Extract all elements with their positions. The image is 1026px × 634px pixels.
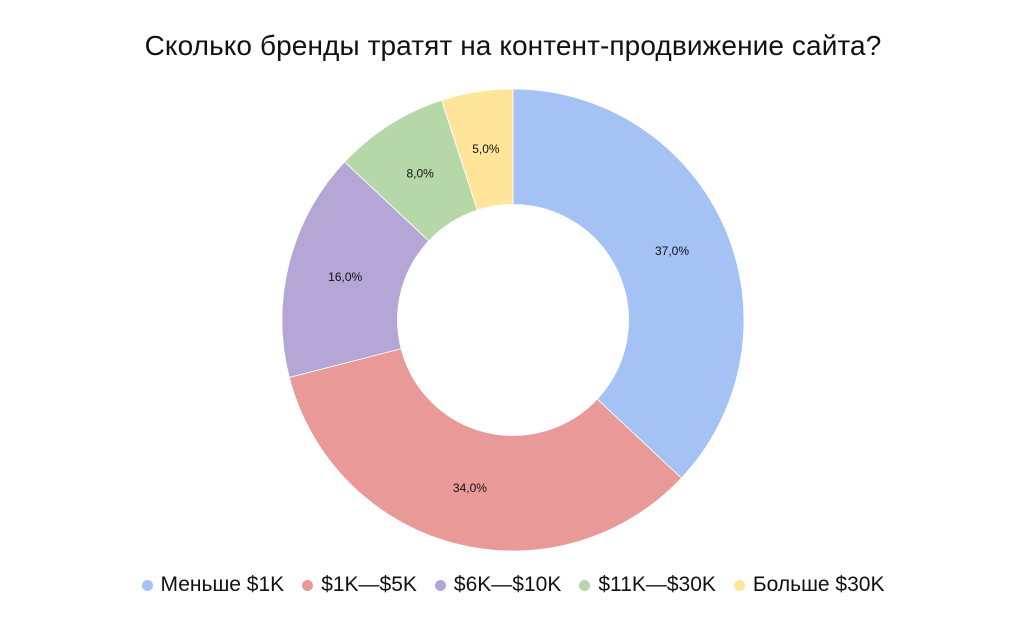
- legend-item-6k-10k[interactable]: $6K—$10K: [434, 573, 562, 597]
- donut-slice[interactable]: [288, 348, 682, 552]
- slice-percent-label: 8,0%: [406, 167, 434, 181]
- legend-item-1k-5k[interactable]: $1K—$5K: [302, 573, 417, 597]
- donut-slice[interactable]: [281, 161, 430, 378]
- donut-slice[interactable]: [441, 88, 514, 211]
- donut-slice[interactable]: [512, 88, 745, 479]
- legend-dot-icon: [302, 579, 314, 591]
- legend-label: $6K—$10K: [453, 573, 562, 596]
- chart-title: Сколько бренды тратят на контент-продвиж…: [144, 30, 882, 61]
- legend-label: Больше $30K: [752, 573, 885, 596]
- legend-dot-icon: [579, 579, 591, 591]
- slice-percent-label: 5,0%: [472, 142, 500, 156]
- legend-label: $1K—$5K: [321, 573, 417, 596]
- slice-percent-label: 37,0%: [655, 244, 689, 258]
- legend-dot-icon: [141, 579, 153, 591]
- legend-item-more-30k[interactable]: Больше $30K: [733, 573, 885, 597]
- legend-item-less-1k[interactable]: Меньше $1K: [141, 573, 285, 597]
- legend-dot-icon: [434, 579, 446, 591]
- legend-label: Меньше $1K: [160, 573, 285, 596]
- legend-item-11k-30k[interactable]: $11K—$30K: [579, 573, 716, 597]
- slice-percent-label: 16,0%: [328, 270, 362, 284]
- chart-legend: Меньше $1K $1K—$5K $6K—$10K $11K—$30K Бо…: [0, 573, 1026, 597]
- legend-label: $11K—$30K: [598, 573, 716, 596]
- slice-percent-label: 34,0%: [453, 481, 487, 495]
- legend-dot-icon: [733, 579, 745, 591]
